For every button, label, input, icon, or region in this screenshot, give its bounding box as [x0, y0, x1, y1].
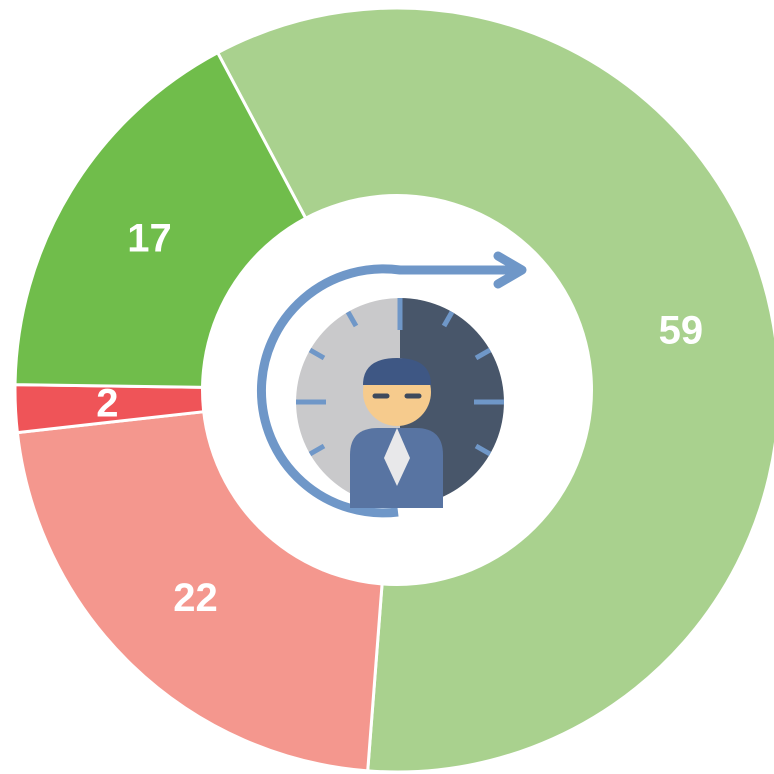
value-label: 17 [127, 216, 172, 260]
icon-hat [363, 358, 431, 385]
center-icon [256, 251, 527, 518]
icon-ticks [296, 298, 504, 457]
value-label: 2 [96, 382, 118, 426]
icon-arrow-arc [256, 264, 520, 518]
icon-tie [384, 428, 410, 486]
value-label: 59 [659, 308, 704, 352]
icon-arrow-head [493, 251, 527, 289]
value-label: 22 [173, 576, 218, 620]
